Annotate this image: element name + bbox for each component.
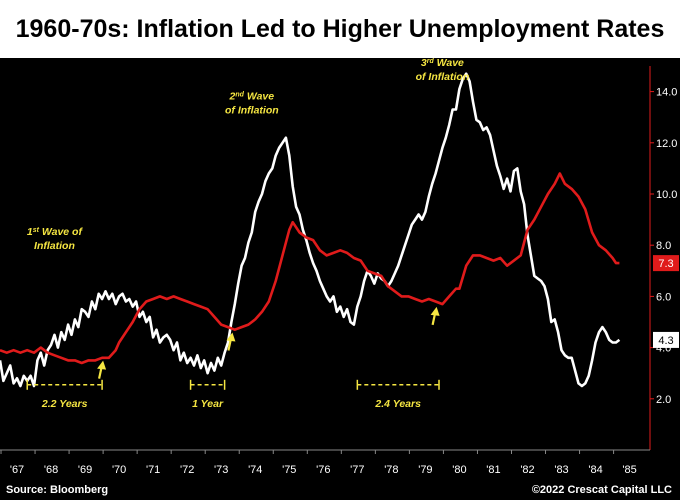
arrow-head xyxy=(97,360,107,370)
y-tick-label: 8.0 xyxy=(656,240,671,252)
duration-label: 1 Year xyxy=(192,398,224,410)
x-tick-label: '79 xyxy=(418,464,432,476)
axes: 2.04.06.08.010.012.014.0'67'68'69'70'71 '… xyxy=(0,66,679,476)
series-lines xyxy=(0,72,621,388)
x-tick-label: '69 xyxy=(78,464,92,476)
source-label: Source: Bloomberg xyxy=(6,484,109,496)
y-tick-label: 14.0 xyxy=(656,87,677,99)
unemployment-series-line xyxy=(0,172,620,365)
arrow-head xyxy=(226,332,236,342)
x-tick-label: '70 xyxy=(112,464,126,476)
duration-label: 2.2 Years xyxy=(41,398,88,410)
wave-annotation: 1st Wave of Inflation xyxy=(27,226,84,252)
x-tick-label: '83 xyxy=(554,464,568,476)
x-tick-label: '84 xyxy=(588,464,602,476)
x-tick-label: '73 xyxy=(214,464,228,476)
unemployment-end-label: 7.3 xyxy=(658,258,673,270)
inflation-series-line xyxy=(0,72,621,388)
x-tick-label: '67 xyxy=(10,464,24,476)
wave-annotation: 3rd Wave of Inflation xyxy=(416,58,470,83)
x-tick-label: '76 xyxy=(316,464,330,476)
duration-label: 2.4 Years xyxy=(374,398,421,410)
y-tick-label: 12.0 xyxy=(656,138,677,150)
y-tick-label: 10.0 xyxy=(656,189,677,201)
copyright-label: ©2022 Crescat Capital LLC xyxy=(531,484,672,496)
y-tick-label: 6.0 xyxy=(656,291,671,303)
wave-annotation: 2nd Wave of Inflation xyxy=(225,90,279,116)
title-bar: 1960-70s: Inflation Led to Higher Unempl… xyxy=(0,0,680,58)
inflation-end-box xyxy=(653,331,679,348)
x-tick-label: '85 xyxy=(622,464,636,476)
chart-title: 1960-70s: Inflation Led to Higher Unempl… xyxy=(15,14,665,43)
x-tick-label: '77 xyxy=(350,464,364,476)
x-tick-label: '81 xyxy=(486,464,500,476)
annotations: 1st Wave of Inflation 2nd Wave of Inflation… xyxy=(26,58,470,410)
arrow-head xyxy=(430,306,440,316)
x-tick-label: '78 xyxy=(384,464,398,476)
x-tick-label: '80 xyxy=(452,464,466,476)
chart-area: 2.04.06.08.010.012.014.0'67'68'69'70'71 '… xyxy=(0,58,679,476)
unemployment-end-box xyxy=(653,255,679,272)
x-tick-label: '74 xyxy=(248,464,262,476)
inflation-end-label: 4.3 xyxy=(658,335,673,347)
x-tick-label: '72 xyxy=(180,464,194,476)
x-tick-label: '68 xyxy=(44,464,58,476)
x-tick-label: '82 xyxy=(520,464,534,476)
footer: Source: Bloomberg ©2022 Crescat Capital … xyxy=(0,482,680,500)
x-tick-label: '71 xyxy=(146,464,160,476)
x-tick-label: '75 xyxy=(282,464,296,476)
y-tick-label: 2.0 xyxy=(656,394,671,406)
